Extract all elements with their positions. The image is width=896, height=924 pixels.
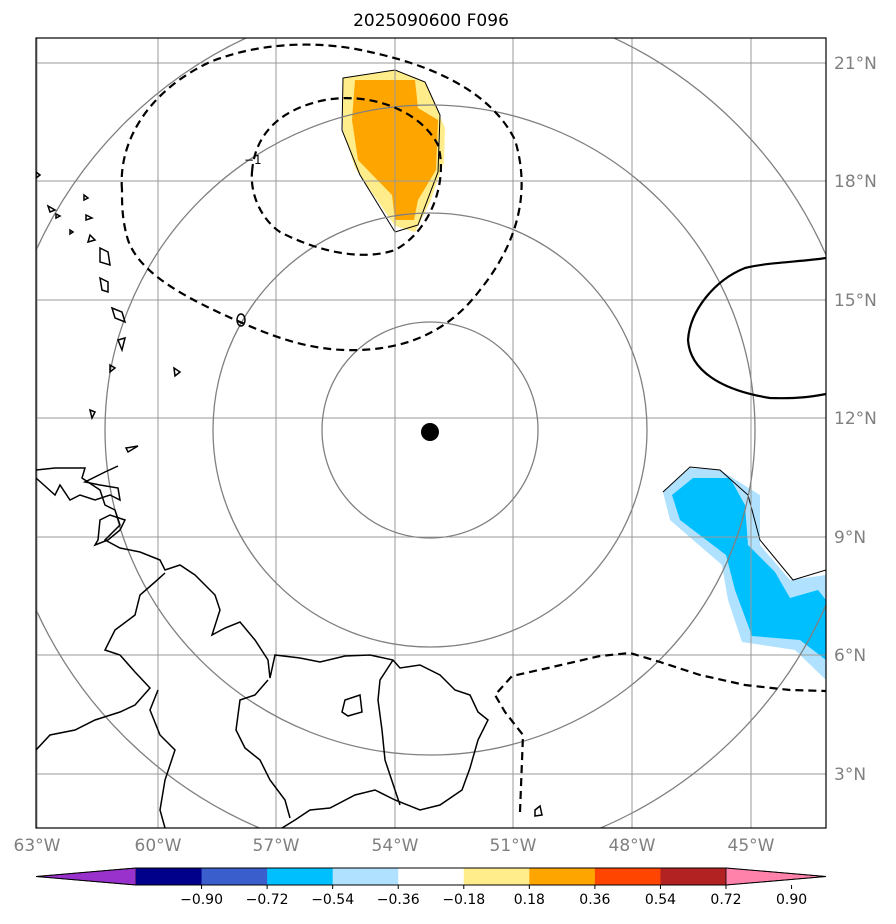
colorbar-bin [529,868,596,885]
guyana-river [149,689,176,828]
colorbar-tick-label: 0.54 [645,892,676,908]
negative-contours [120,43,826,813]
colorbar-tick-label: 0.36 [579,892,610,908]
colorbar-tick-label: −0.36 [377,892,420,908]
northern-coast-west [36,572,166,751]
colorbar-frame [35,867,827,886]
lon-label: 63°W [14,836,61,856]
lon-label: 57°W [253,836,300,856]
lat-label: 9°N [834,528,866,548]
colorbar-bin [594,868,661,885]
inner-dashed-contour [250,97,442,256]
lon-axis: 63°W 60°W 57°W 54°W 51°W 48°W 45°W [14,836,775,856]
colorbar-tick-label: −0.18 [442,892,485,908]
lat-label: 12°N [834,409,877,429]
caribbean-coast-west [36,465,121,502]
lon-label: 48°W [609,836,656,856]
colorbar-tick-label: 0.72 [710,892,741,908]
colorbar-bin [267,868,334,885]
colorbar-tick-label: 0.90 [776,892,807,908]
suriname-border [235,679,291,819]
colorbar: −0.90 −0.72 −0.54 −0.36 −0.18 0.18 0.36 0.54 0.7… [35,867,827,908]
colorbar-bin [332,868,399,885]
lake-outline [341,693,363,717]
southern-dashed-contour [493,651,826,813]
colorbar-tick-label: 0.18 [514,892,545,908]
colorbar-bin [463,868,530,885]
trinidad [93,514,127,547]
lat-axis: 21°N 18°N 15°N 12°N 9°N 6°N 3°N [834,54,877,785]
range-rings [36,38,826,828]
outer-dashed-contour [120,43,523,352]
colorbar-tick-label: −0.72 [246,892,289,908]
guyane-border [377,659,401,806]
map-title: 2025090600 F096 [353,11,509,31]
lon-label: 51°W [490,836,537,856]
lat-label: 18°N [834,172,877,192]
colorbar-bin [136,868,203,885]
colorbar-bin [201,868,268,885]
lat-label: 6°N [834,646,866,666]
lat-label: 21°N [834,54,877,74]
south-america-coast [36,467,489,828]
lon-label: 60°W [135,836,182,856]
small-contour-loop [236,313,246,327]
contour-label-neg: −1 [244,153,262,167]
colorbar-extend-high [725,867,827,886]
negative-anomaly-core [672,478,826,660]
colorbar-tick-label: −0.54 [311,892,354,908]
coastlines [36,171,543,828]
solid-contour [686,256,826,400]
map-panel: −1 0 [36,38,826,828]
map-frame [35,37,827,829]
colorbar-tick-label: −0.90 [180,892,223,908]
storm-center-marker [421,423,439,441]
lesser-antilles-arc [88,246,182,454]
colorbar-bin [398,868,465,885]
lat-label: 15°N [834,291,877,311]
lat-label: 3°N [834,765,866,785]
lon-label: 54°W [372,836,419,856]
small-island-east [534,804,543,817]
colorbar-extend-low [35,867,137,886]
colorbar-bin [660,868,727,885]
lon-label: 45°W [728,836,775,856]
positive-anomaly-outline [341,69,441,233]
small-islands [36,171,97,244]
